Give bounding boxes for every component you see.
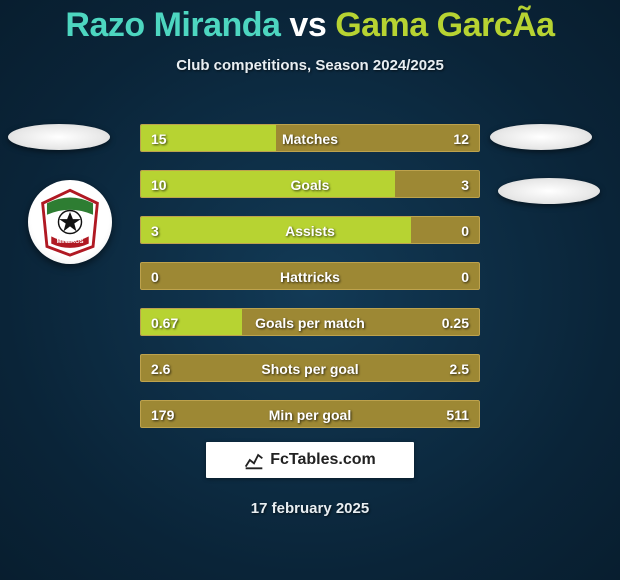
date-label: 17 february 2025 (0, 500, 620, 517)
stat-row: 0.670.25Goals per match (140, 308, 480, 336)
comparison-title: Razo Miranda vs Gama GarcÃ­a (0, 0, 620, 45)
stat-row: 103Goals (140, 170, 480, 198)
mineros-logo-icon: MINEROS (34, 186, 106, 258)
svg-text:MINEROS: MINEROS (57, 239, 84, 245)
stat-row: 2.62.5Shots per goal (140, 354, 480, 382)
stats-container: 1512Matches 103Goals 30Assists 00Hattricks 0… (140, 124, 480, 446)
stat-row: 179511Min per goal (140, 400, 480, 428)
stat-row: 30Assists (140, 216, 480, 244)
stat-row: 1512Matches (140, 124, 480, 152)
stat-label: Goals (141, 171, 479, 198)
player1-name: Razo Miranda (65, 6, 280, 44)
watermark-text: FcTables.com (270, 451, 376, 469)
badge-ellipse-top-left (8, 124, 110, 150)
badge-ellipse-mid-right (498, 178, 600, 204)
stat-label: Assists (141, 217, 479, 244)
club-badge-left: MINEROS (28, 180, 112, 264)
player2-name: Gama GarcÃ­a (335, 6, 554, 44)
watermark: FcTables.com (206, 442, 414, 478)
stat-label: Shots per goal (141, 355, 479, 382)
subtitle: Club competitions, Season 2024/2025 (0, 57, 620, 74)
stat-label: Matches (141, 125, 479, 152)
stat-row: 00Hattricks (140, 262, 480, 290)
stat-label: Hattricks (141, 263, 479, 290)
stat-label: Goals per match (141, 309, 479, 336)
fctables-logo-icon (244, 450, 264, 470)
vs-separator: vs (289, 6, 326, 44)
stat-label: Min per goal (141, 401, 479, 428)
badge-ellipse-top-right (490, 124, 592, 150)
